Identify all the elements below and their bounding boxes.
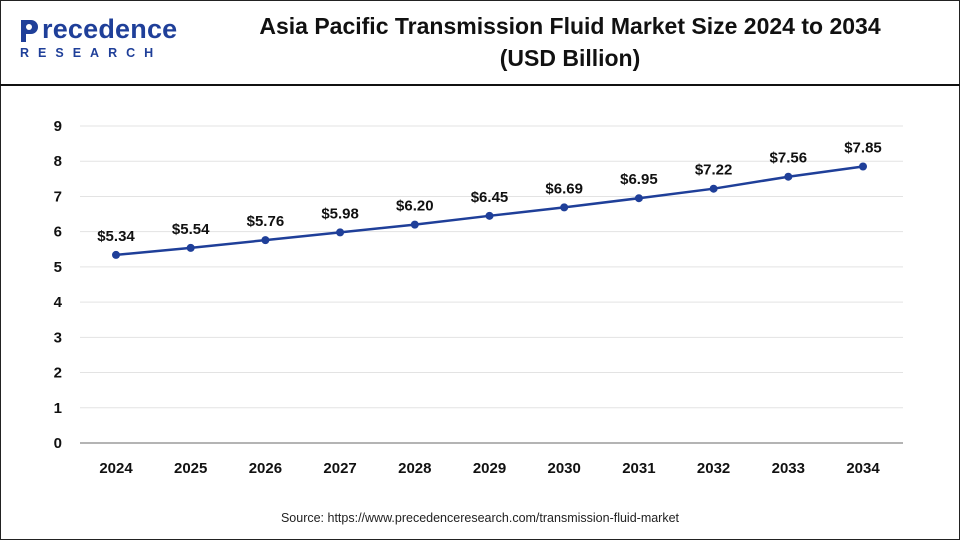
y-tick-label: 2 <box>54 365 62 382</box>
y-tick-label: 6 <box>54 224 62 241</box>
x-tick-label: 2032 <box>697 460 730 477</box>
x-tick-label: 2033 <box>772 460 805 477</box>
data-point <box>859 162 867 171</box>
logo-wordmark: recedence <box>42 14 178 44</box>
x-tick-label: 2024 <box>99 460 133 477</box>
logo-subtitle: RESEARCH <box>20 46 163 60</box>
data-point <box>560 203 569 212</box>
data-point <box>112 250 120 259</box>
x-tick-label: 2030 <box>548 460 581 477</box>
x-tick-label: 2028 <box>398 460 431 477</box>
y-tick-label: 5 <box>54 259 62 276</box>
y-tick-label: 4 <box>54 294 63 311</box>
y-tick-label: 3 <box>54 329 62 346</box>
y-tick-label: 8 <box>54 153 62 170</box>
brand-logo: recedence RESEARCH <box>18 14 178 64</box>
x-tick-label: 2031 <box>622 460 655 477</box>
y-tick-label: 1 <box>54 400 62 417</box>
data-point <box>261 236 270 245</box>
y-tick-label: 0 <box>54 435 62 452</box>
chart-title-line-1: Asia Pacific Transmission Fluid Market S… <box>259 13 881 39</box>
data-point <box>709 184 718 193</box>
x-tick-label: 2027 <box>323 460 356 477</box>
x-tick-label: 2029 <box>473 460 506 477</box>
data-label: $7.85 <box>844 140 882 157</box>
series-points <box>112 162 867 259</box>
y-tick-label: 7 <box>54 188 62 205</box>
header: recedence RESEARCH Asia Pacific Transmis… <box>0 0 960 82</box>
data-point <box>784 172 793 181</box>
data-label: $7.22 <box>695 162 733 179</box>
data-label: $6.20 <box>396 198 434 215</box>
gridlines <box>80 125 903 409</box>
data-label: $7.56 <box>770 150 808 167</box>
x-tick-label: 2026 <box>249 460 282 477</box>
source-note: Source: https://www.precedenceresearch.c… <box>280 511 680 525</box>
series-line-path <box>115 165 864 257</box>
x-tick-label: 2025 <box>174 460 207 477</box>
data-label: $6.95 <box>620 171 658 188</box>
x-tick-label: 2034 <box>846 460 880 477</box>
data-label: $5.76 <box>247 213 285 230</box>
logo-mark-icon <box>21 20 38 42</box>
data-point <box>410 220 419 229</box>
chart-title-line-2: (USD Billion) <box>499 45 641 71</box>
header-divider <box>0 84 960 86</box>
chart-title: Asia Pacific Transmission Fluid Market S… <box>190 10 950 74</box>
data-labels: $5.34 $5.54 $5.76 $5.98 $6.20 $6.45 $6.69 $6.95… <box>97 140 882 245</box>
data-label: $5.34 <box>97 228 135 245</box>
y-axis: 0 1 2 3 4 5 6 7 8 9 <box>54 118 63 452</box>
data-point <box>634 194 643 203</box>
data-label: $6.69 <box>545 180 583 197</box>
data-label: $6.45 <box>471 189 509 206</box>
data-label: $5.98 <box>321 205 359 222</box>
data-point <box>485 211 494 220</box>
data-point <box>186 243 195 252</box>
series-line <box>115 165 864 257</box>
x-axis: 2024 2025 2026 2027 2028 2029 2030 2031 2032 2033… <box>80 442 903 477</box>
data-label: $5.54 <box>172 221 210 238</box>
data-point <box>336 228 345 237</box>
y-tick-label: 9 <box>54 118 62 135</box>
